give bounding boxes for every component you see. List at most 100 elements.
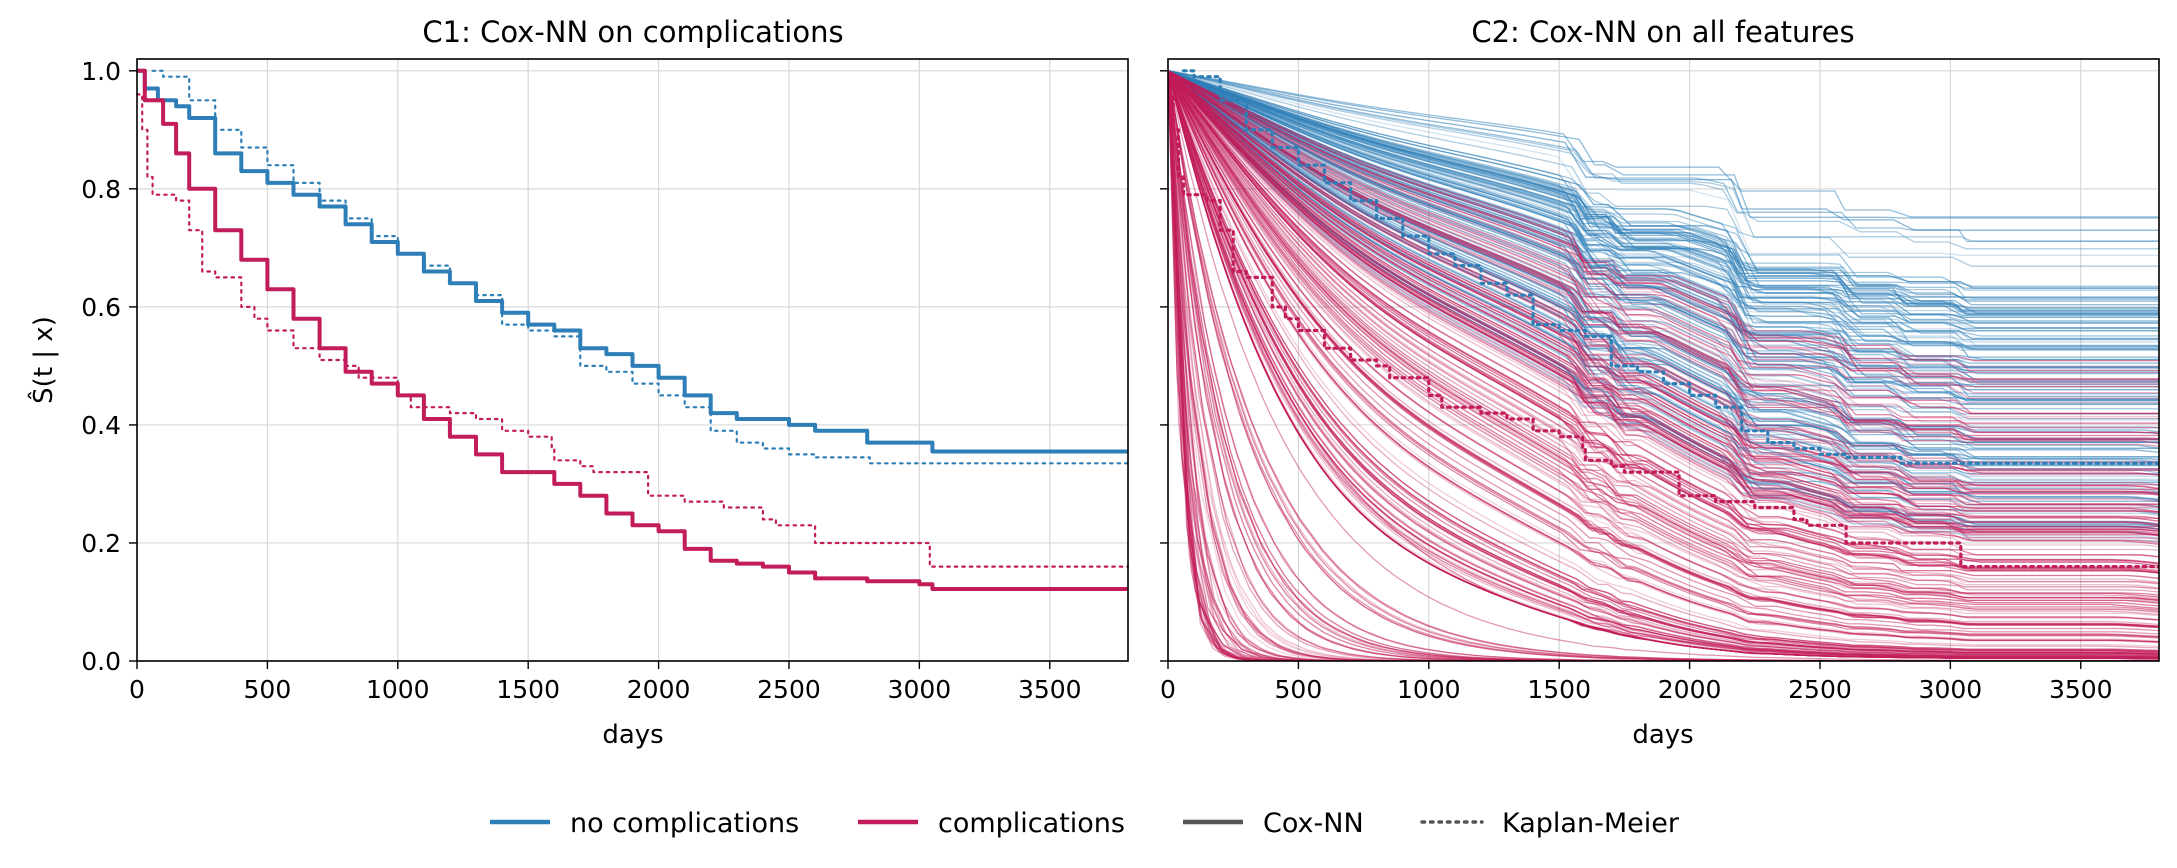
individual-curve-no-complications bbox=[1168, 70, 2159, 540]
individual-curve-complications bbox=[1168, 70, 2159, 659]
individual-curve-complications bbox=[1168, 70, 2159, 509]
x-tick-label: 1500 bbox=[1527, 675, 1591, 704]
individual-curve-complications bbox=[1168, 70, 2159, 546]
individual-curve-complications bbox=[1168, 70, 2159, 574]
individual-curve-no-complications bbox=[1168, 70, 2159, 347]
panel-c1-x-ticks: 0 500 1000 1500 2000 2500 3000 3500 bbox=[129, 661, 1082, 704]
individual-curve-complications bbox=[1168, 70, 2159, 514]
individual-curve-complications bbox=[1168, 70, 2159, 613]
individual-curve-no-complications bbox=[1168, 70, 2159, 348]
individual-curve-no-complications bbox=[1168, 70, 2159, 397]
individual-curve-complications bbox=[1168, 70, 2159, 654]
individual-curve-complications bbox=[1168, 70, 2159, 596]
individual-curve-no-complications bbox=[1168, 70, 2159, 324]
individual-curve-complications bbox=[1168, 70, 2159, 628]
individual-curve-complications bbox=[1168, 70, 2159, 419]
individual-curve-complications bbox=[1168, 70, 2159, 418]
individual-curve-complications bbox=[1168, 70, 2159, 471]
individual-curve-complications bbox=[1168, 70, 2159, 661]
individual-curve-complications bbox=[1168, 70, 2159, 476]
individual-curve-complications bbox=[1168, 70, 2159, 508]
individual-curve-complications bbox=[1168, 70, 2159, 535]
individual-curve-complications bbox=[1168, 70, 2159, 661]
individual-curve-complications bbox=[1168, 70, 2159, 611]
individual-curve-no-complications bbox=[1168, 70, 2159, 508]
x-tick-label: 1500 bbox=[496, 675, 560, 704]
individual-curve-no-complications bbox=[1168, 70, 2159, 231]
x-tick-label: 3500 bbox=[2049, 675, 2113, 704]
individual-curve-no-complications bbox=[1168, 70, 2159, 349]
legend-label: Kaplan-Meier bbox=[1502, 808, 1680, 839]
individual-curve-complications bbox=[1168, 70, 2159, 486]
individual-curve-complications bbox=[1168, 70, 2159, 627]
panel-c1-series bbox=[135, 68, 1130, 591]
individual-curve-complications bbox=[1168, 70, 2159, 649]
individual-curve-no-complications bbox=[1168, 70, 2159, 440]
series-line-no-complications-cox-nn bbox=[137, 68, 1128, 454]
individual-curve-complications bbox=[1168, 70, 2159, 505]
x-tick-label: 0 bbox=[1160, 675, 1176, 704]
panel-c2-title: C2: Cox-NN on all features bbox=[1471, 15, 1854, 49]
individual-curve-no-complications bbox=[1168, 70, 2159, 464]
individual-curve-complications bbox=[1168, 70, 2159, 385]
individual-curve-no-complications bbox=[1168, 70, 2159, 525]
individual-curve-complications bbox=[1168, 70, 2159, 520]
individual-curve-complications bbox=[1168, 70, 2159, 466]
individual-curve-no-complications bbox=[1168, 70, 2159, 343]
individual-curve-complications bbox=[1168, 70, 2159, 463]
panel-c2-individual-curves bbox=[1168, 70, 2159, 661]
panel-c2-x-ticks: 0 500 1000 1500 2000 2500 3000 3500 bbox=[1160, 661, 2113, 704]
x-tick-label: 500 bbox=[1275, 675, 1323, 704]
individual-curve-no-complications bbox=[1168, 70, 2159, 219]
individual-curve-complications bbox=[1168, 70, 2159, 536]
individual-curve-complications bbox=[1168, 70, 2159, 381]
series-line-no-complications-kaplan-meier bbox=[151, 69, 1130, 465]
individual-curve-no-complications bbox=[1168, 70, 2159, 256]
individual-curve-complications bbox=[1168, 70, 2159, 632]
individual-curve-complications bbox=[1168, 70, 2159, 661]
individual-curve-complications bbox=[1168, 70, 2159, 579]
individual-curve-complications bbox=[1168, 70, 2159, 621]
individual-curve-no-complications bbox=[1168, 70, 2159, 337]
x-tick-label: 2500 bbox=[1788, 675, 1852, 704]
individual-curve-complications bbox=[1168, 70, 2159, 656]
individual-curve-complications bbox=[1168, 70, 2159, 661]
panel-c2: C2: Cox-NN on all features 0 500 1000 1500 2… bbox=[1160, 15, 2160, 750]
individual-curve-complications bbox=[1168, 70, 2159, 537]
individual-curve-complications bbox=[1168, 70, 2159, 388]
individual-curve-complications bbox=[1168, 70, 2159, 589]
individual-curve-complications bbox=[1168, 70, 2159, 661]
y-tick-label: 0.0 bbox=[81, 647, 121, 676]
individual-curve-complications bbox=[1168, 70, 2159, 540]
individual-curve-complications bbox=[1168, 70, 2159, 635]
series-line-no-complications-kaplan-meier bbox=[1182, 69, 2159, 465]
individual-curve-complications bbox=[1168, 70, 2159, 476]
individual-curve-no-complications bbox=[1168, 70, 2159, 539]
individual-curve-complications bbox=[1168, 70, 2159, 486]
individual-curve-no-complications bbox=[1168, 70, 2159, 303]
individual-curve-no-complications bbox=[1168, 70, 2159, 410]
individual-curve-no-complications bbox=[1168, 70, 2159, 369]
individual-curve-complications bbox=[1168, 70, 2159, 601]
x-tick-label: 0 bbox=[129, 675, 145, 704]
individual-curve-no-complications bbox=[1168, 70, 2159, 443]
individual-curve-complications bbox=[1168, 70, 2159, 661]
individual-curve-complications bbox=[1168, 70, 2159, 648]
individual-curve-complications bbox=[1168, 70, 2159, 440]
individual-curve-no-complications bbox=[1168, 70, 2159, 483]
individual-curve-complications bbox=[1168, 70, 2159, 429]
individual-curve-complications bbox=[1168, 70, 2159, 642]
individual-curve-complications bbox=[1168, 70, 2159, 574]
individual-curve-complications bbox=[1168, 70, 2159, 537]
individual-curve-complications bbox=[1168, 70, 2159, 616]
individual-curve-no-complications bbox=[1168, 70, 2159, 313]
individual-curve-no-complications bbox=[1168, 70, 2159, 482]
individual-curve-complications bbox=[1168, 70, 2159, 659]
individual-curve-complications bbox=[1168, 70, 2159, 617]
legend-label: Cox-NN bbox=[1263, 808, 1364, 839]
individual-curve-complications bbox=[1168, 70, 2159, 628]
individual-curve-complications bbox=[1168, 70, 2159, 528]
x-tick-label: 3500 bbox=[1018, 675, 1082, 704]
individual-curve-no-complications bbox=[1168, 70, 2159, 250]
individual-curve-complications bbox=[1168, 70, 2159, 638]
